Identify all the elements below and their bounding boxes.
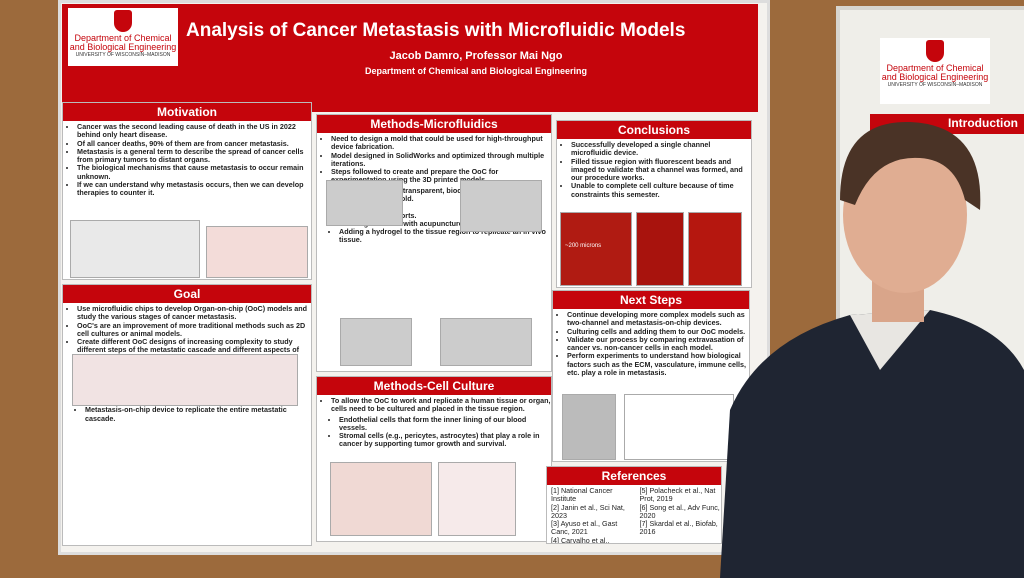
bullet-list: To allow the OoC to work and replicate a… [317,396,551,414]
bullet: Model designed in SolidWorks and optimiz… [331,151,551,169]
bullet: Successfully developed a single channel … [571,140,751,158]
bullet: Stromal cells (e.g., pericytes, astrocyt… [339,432,551,449]
bullet: [2] Janin et al., Sci Nat, 2023 [551,502,625,520]
hair [840,121,981,210]
bullet: [6] Song et al., Adv Func, 2020 [639,502,720,520]
figure [440,318,532,366]
side-logo: Department of Chemical and Biological En… [880,38,990,104]
side-logo-text: Department of Chemical and Biological En… [881,63,989,83]
sweater [720,310,1024,578]
bullet-list: Successfully developed a single channel … [557,140,751,199]
bullet: Filled tissue region with fluorescent be… [571,157,751,183]
bullet: OoC's are an improvement of more traditi… [77,321,311,339]
bullet: Need to design a mold that could be used… [331,134,551,152]
bullet-list: Need to design a mold that could be used… [317,134,551,185]
bullet: Perform experiments to understand how bi… [567,352,749,377]
bullet-list: Endothelial cells that form the inner li… [317,415,551,449]
section-heading: Conclusions [557,121,751,139]
logo-text: Department of Chemical and Biological En… [69,33,177,53]
authors: Jacob Damro, Professor Mai Ngo [389,50,563,62]
bullet: Metastasis-on-chip device to replicate t… [85,406,311,423]
figure [340,318,412,366]
bullet: [1] National Cancer Institute [551,486,613,504]
bullet: Validate our process by comparing extrav… [567,335,749,353]
figure [688,212,742,286]
section-heading: References [547,467,721,485]
bullet: Use microfluidic chips to develop Organ-… [77,304,311,322]
section-heading: Methods-Cell Culture [317,377,551,395]
bullet: Continue developing more complex models … [567,310,749,328]
bullet: Endothelial cells that form the inner li… [339,415,551,433]
bullet: Of all cancer deaths, 90% of them are fr… [77,139,311,148]
bullet: Creating channels with acupuncture needl… [339,219,551,228]
bullet-list: Continue developing more complex models … [553,310,749,377]
figure [72,354,298,406]
section: GoalUse microfluidic chips to develop Or… [62,284,312,546]
bullet: Cancer was the second leading cause of d… [77,122,311,140]
bullet: Unable to complete cell culture because … [571,182,751,199]
person [720,121,1024,578]
bullet: The biological mechanisms that cause met… [77,164,311,181]
bullet-list: [1] National Cancer Institute [2] Janin e… [547,486,721,544]
logo-sub: UNIVERSITY OF WISCONSIN–MADISON [75,51,171,58]
figure [70,220,200,278]
figure [330,462,432,536]
figure [438,462,516,536]
section-heading: Next Steps [553,291,749,309]
image-label: ~200 microns [565,243,602,249]
figure [460,180,542,232]
bullet-list: Cancer was the second leading cause of d… [63,122,311,198]
face [843,137,967,293]
bullet: [5] Polacheck et al., Nat Prot, 2019 [639,486,716,504]
logo: Department of Chemical and Biological En… [68,8,178,66]
department: Department of Chemical and Biological En… [364,66,588,76]
bullet: Culturing cells and adding them to our O… [567,327,749,336]
figure [636,212,684,286]
collar [850,310,930,370]
section: References [1] National Cancer Institute[… [546,466,722,544]
bullet: Steps followed to create and prepare the… [331,168,551,185]
figure [562,394,616,460]
figure [206,226,308,278]
figure [326,180,403,226]
bullet: [4] Carvalho et al., Sensors, 2021 [551,535,610,544]
bullet: If we can understand why metastasis occu… [77,180,311,198]
figure: ~200 microns [560,212,632,286]
bullet: Metastasis is a general term to describe… [77,147,311,165]
poster-title: Analysis of Cancer Metastasis with Micro… [186,20,686,41]
bullet: [3] Ayuso et al., Gast Canc, 2021 [551,519,618,537]
bullet: [7] Skardal et al., Biofab, 2016 [639,519,718,537]
section-heading: Methods-Microfluidics [317,115,551,133]
bullet: To allow the OoC to work and replicate a… [331,396,551,414]
bullet: Adding a hydrogel to the tissue region t… [339,228,551,245]
section-heading: Motivation [63,103,311,121]
section-heading: Goal [63,285,311,303]
poster-header [62,4,758,112]
side-logo-sub: UNIVERSITY OF WISCONSIN–MADISON [887,81,983,88]
